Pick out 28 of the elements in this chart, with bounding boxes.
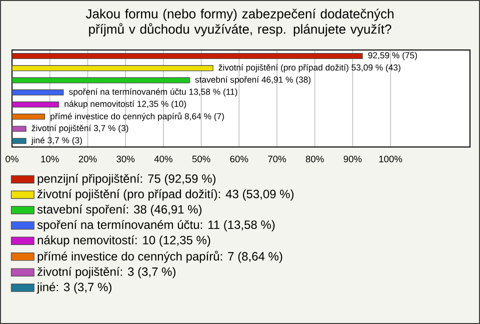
x-tick-label: 0% xyxy=(6,156,18,162)
x-tick-label: 60% xyxy=(230,156,248,162)
data-label: stavební spoření 46,91 % (38) xyxy=(195,76,310,84)
data-label: jiné 3,7 % (3) xyxy=(31,136,82,146)
legend-label: přímé investice do cenných papírů: 7 (8,64 %) xyxy=(38,250,282,263)
x-tick-label: 90% xyxy=(344,156,362,162)
chart-title: Jakou formu (nebo formy) zabezpečení dodatečných příjmů v důchodu využíváte, resp. plánujete využít? xyxy=(86,8,394,36)
legend-label: stavební spoření: 38 (46,91 %) xyxy=(37,204,202,216)
x-tick-label: 10% xyxy=(41,156,59,162)
data-label: 92,59 % (75) xyxy=(368,52,417,60)
x-tick-label: 50% xyxy=(192,156,210,162)
data-label: přímé investice do cenných papírů 8,64 % (7) xyxy=(50,112,224,122)
data-label: životní pojištění (pro případ dožití) 53,09 % (43) xyxy=(218,64,400,72)
legend-label: spoření na termínovaném účtu: 11 (13,58 %) xyxy=(37,220,275,232)
legend-label: životní pojištění (pro případ dožití): 43 (53,09 %) xyxy=(38,189,294,201)
legend-label: penzijní připojištění: 75 (92,59 %) xyxy=(38,174,216,186)
data-label: nákup nemovitostí 12,35 % (10) xyxy=(64,100,186,109)
legend-label: nákup nemovitostí: 10 (12,35 %) xyxy=(38,235,210,247)
x-tick-label: 70% xyxy=(268,156,286,162)
x-tick-label: 100% xyxy=(379,156,402,162)
x-tick-label: 30% xyxy=(116,156,135,162)
data-label: životní pojištění 3,7 % (3) xyxy=(32,124,128,133)
x-tick-label: 80% xyxy=(306,156,324,162)
legend-label: životní pojištění: 3 (3,7 %) xyxy=(38,266,176,278)
data-label: spoření na termínovaném účtu 13,58 % (11) xyxy=(69,88,238,97)
legend-label: jiné: 3 (3,7 %) xyxy=(36,282,112,294)
x-tick-label: 40% xyxy=(154,156,172,162)
x-tick-label: 20% xyxy=(78,156,97,162)
